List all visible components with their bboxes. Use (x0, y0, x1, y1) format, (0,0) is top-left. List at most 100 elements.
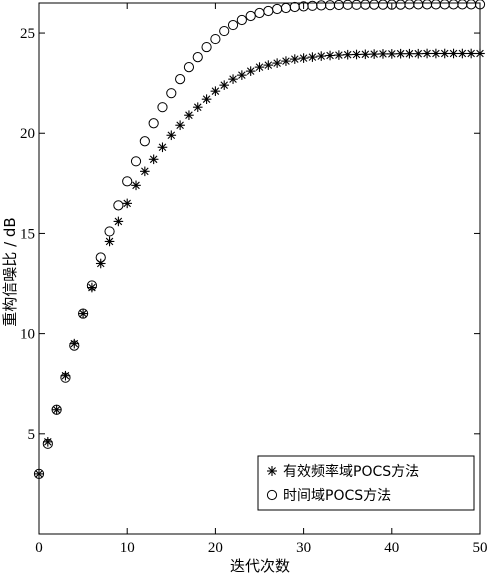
x-tick-label: 20 (208, 540, 223, 556)
data-point-circle (78, 308, 89, 319)
data-point-circle (95, 252, 106, 263)
data-point-asterisk (166, 130, 177, 141)
data-point-circle (33, 468, 45, 479)
axis-ticks: 0 10 20 30 40 50 5 10 15 20 25 (20, 3, 488, 556)
data-point-asterisk (148, 154, 159, 165)
data-point-circle (183, 62, 195, 73)
x-tick-label: 40 (384, 540, 399, 556)
data-point-circle (210, 33, 221, 45)
data-point-asterisk (289, 54, 300, 64)
data-point-asterisk (192, 102, 203, 112)
y-axis-label: 重构信噪比 / dB (1, 217, 19, 326)
data-point-circle (113, 200, 124, 211)
data-point-asterisk (369, 49, 379, 59)
data-point-asterisk (466, 48, 476, 59)
data-point-circle (69, 340, 80, 351)
data-point-circle (404, 0, 415, 10)
data-point-circle (86, 280, 98, 291)
legend-box (257, 455, 475, 511)
data-point-circle (280, 2, 292, 14)
data-point-asterisk (245, 66, 256, 76)
x-tick-label: 0 (35, 540, 43, 556)
data-point-asterisk (307, 52, 318, 62)
series-time-domain (33, 0, 486, 479)
series-effective-frequency (34, 48, 485, 479)
data-point-circle (395, 0, 406, 10)
legend: 有效频率域POCS方法 时间域POCS方法 (257, 455, 475, 511)
data-point-circle (430, 0, 441, 10)
data-point-asterisk (157, 142, 168, 153)
data-point-circle (227, 19, 239, 31)
data-point-circle (421, 0, 433, 10)
data-point-circle (316, 0, 327, 11)
data-point-asterisk (413, 48, 424, 59)
data-point-circle (324, 0, 336, 11)
data-point-asterisk (210, 86, 221, 96)
data-point-asterisk (254, 62, 265, 72)
data-point-asterisk (228, 74, 238, 84)
data-point-asterisk (237, 70, 247, 80)
y-tick-label: 15 (20, 226, 35, 242)
data-point-circle (377, 0, 389, 10)
x-tick-label: 10 (120, 540, 135, 556)
data-point-circle (369, 0, 380, 10)
data-point-asterisk (334, 50, 344, 60)
data-point-circle (289, 1, 300, 13)
legend-entry-time-domain: 时间域POCS方法 (283, 488, 391, 504)
data-point-circle (42, 438, 53, 449)
data-point-circle (413, 0, 424, 10)
legend-circle-mark (266, 489, 278, 501)
x-axis-label: 迭代次数 (230, 557, 290, 575)
data-point-asterisk (69, 338, 80, 349)
data-point-asterisk (122, 198, 132, 209)
data-point-circle (448, 0, 459, 10)
data-point-asterisk (104, 236, 115, 247)
data-point-asterisk (34, 469, 44, 479)
data-point-circle (263, 5, 274, 17)
data-point-asterisk (43, 437, 53, 447)
data-point-circle (254, 7, 265, 19)
data-point-circle (175, 74, 186, 85)
data-point-circle (104, 226, 115, 237)
data-point-circle (201, 41, 212, 53)
legend-circle-icon (266, 489, 278, 501)
y-tick-label: 10 (20, 327, 35, 343)
data-point-circle (360, 0, 371, 10)
data-point-asterisk (87, 282, 97, 293)
data-point-asterisk (431, 48, 441, 59)
y-tick-label: 25 (20, 26, 35, 42)
data-point-circle (236, 14, 247, 26)
legend-entry-effective-frequency: 有效频率域POCS方法 (283, 463, 419, 480)
y-tick-label: 20 (20, 126, 35, 142)
data-point-circle (130, 156, 142, 167)
data-point-circle (192, 52, 203, 63)
data-point-circle (219, 25, 230, 37)
data-point-asterisk (140, 166, 150, 177)
data-point-circle (157, 102, 168, 113)
data-point-asterisk (422, 48, 432, 59)
data-point-asterisk (60, 370, 71, 381)
data-point-asterisk (325, 50, 335, 61)
data-point-circle (245, 10, 256, 22)
data-point-circle (457, 0, 468, 10)
plot-frame (38, 2, 481, 535)
data-point-circle (474, 0, 486, 10)
data-point-circle (333, 0, 344, 11)
data-point-asterisk (360, 49, 371, 60)
data-point-asterisk (281, 56, 291, 66)
data-point-asterisk (184, 110, 194, 121)
x-tick-label: 30 (296, 540, 311, 556)
data-point-circle (166, 88, 177, 99)
data-point-asterisk (78, 308, 88, 319)
data-point-asterisk (298, 53, 309, 63)
data-point-asterisk (378, 49, 388, 59)
data-point-circle (466, 0, 477, 10)
data-point-circle (272, 3, 283, 15)
data-point-asterisk (448, 48, 459, 59)
data-point-circle (51, 404, 62, 415)
data-point-asterisk (316, 51, 327, 61)
data-point-asterisk (51, 404, 62, 415)
data-point-asterisk (395, 48, 406, 59)
data-point-asterisk (342, 49, 353, 60)
